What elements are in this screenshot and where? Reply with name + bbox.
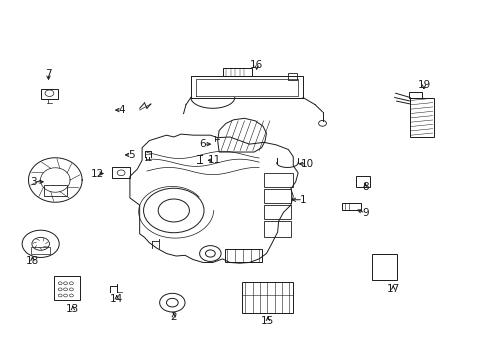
Text: 10: 10 [300, 159, 313, 169]
Text: 12: 12 [90, 168, 103, 179]
Text: 15: 15 [261, 316, 274, 325]
Text: 6: 6 [199, 139, 206, 149]
Bar [409, 98, 433, 137]
Text: 2: 2 [170, 312, 177, 322]
Bar [355, 176, 369, 187]
Bar [54, 276, 80, 300]
Text: 4: 4 [118, 105, 124, 115]
Text: 19: 19 [416, 80, 430, 90]
Text: 18: 18 [26, 256, 39, 266]
Bar [264, 173, 293, 187]
Bar [31, 247, 50, 253]
Bar [242, 282, 293, 313]
Bar [371, 253, 396, 280]
Bar [41, 89, 58, 99]
Bar [224, 249, 261, 262]
Text: 1: 1 [299, 195, 305, 205]
Text: 11: 11 [207, 155, 221, 165]
Text: 16: 16 [249, 60, 263, 70]
Text: 17: 17 [386, 284, 399, 294]
Text: 3: 3 [30, 177, 37, 187]
Bar [112, 167, 130, 178]
Bar [43, 185, 67, 196]
Text: 5: 5 [128, 150, 134, 160]
Bar [341, 203, 360, 211]
Bar [288, 73, 297, 80]
Text: 7: 7 [45, 69, 52, 79]
Text: 13: 13 [66, 304, 80, 314]
Text: 9: 9 [362, 208, 368, 218]
Bar [264, 221, 290, 237]
Bar [408, 93, 421, 98]
Text: 8: 8 [362, 182, 368, 192]
Bar [264, 205, 290, 220]
Bar [222, 68, 251, 76]
Text: 14: 14 [110, 294, 123, 304]
Bar [264, 189, 290, 203]
